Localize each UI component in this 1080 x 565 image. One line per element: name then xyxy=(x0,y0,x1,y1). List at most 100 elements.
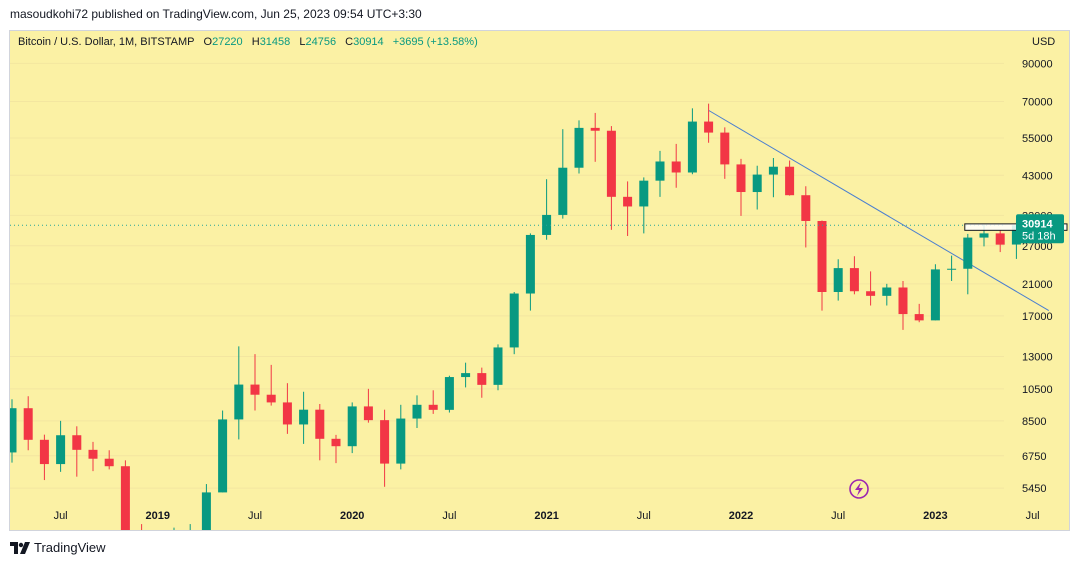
candle-up xyxy=(347,406,357,447)
candle-up xyxy=(833,268,843,292)
time-tick-label: Jul xyxy=(1026,510,1040,522)
overlay xyxy=(10,223,1068,231)
candle-down xyxy=(363,406,373,421)
high-value: 31458 xyxy=(259,36,291,48)
price-tick-label: 5450 xyxy=(1022,483,1046,495)
candle-down xyxy=(104,458,114,467)
symbol-name: Bitcoin / U.S. Dollar, 1M, BITSTAMP xyxy=(18,36,195,48)
time-tick-label: Jul xyxy=(248,510,262,522)
low-value: 24756 xyxy=(305,36,337,48)
time-tick-label: Jul xyxy=(442,510,456,522)
candle-up xyxy=(10,408,17,453)
candle-down xyxy=(23,408,33,440)
price-tick-label: 8500 xyxy=(1022,416,1046,428)
candle-down xyxy=(590,127,600,131)
candle-up xyxy=(947,268,957,270)
candle-up xyxy=(963,237,973,269)
candle-up xyxy=(218,419,228,493)
price-tick-label: 21000 xyxy=(1022,279,1053,291)
candle-down xyxy=(801,195,811,221)
time-tick-label: Jul xyxy=(637,510,651,522)
candle-down xyxy=(704,121,714,133)
candle-down xyxy=(866,291,876,296)
candle-up xyxy=(930,269,940,321)
chart-background xyxy=(10,31,1069,530)
candle-down xyxy=(282,402,292,425)
candle-down xyxy=(120,466,130,530)
candle-down xyxy=(250,384,260,395)
trend-layer xyxy=(708,109,1050,312)
tradingview-logo-icon xyxy=(10,541,30,554)
candle-up xyxy=(56,435,66,465)
last-price-label-bg xyxy=(1016,214,1064,244)
candle-up xyxy=(444,377,454,410)
candle-down xyxy=(266,394,276,403)
last-price-label: 30914 5d 18h xyxy=(1016,214,1064,244)
candles xyxy=(10,103,1021,530)
candle-up xyxy=(412,404,422,419)
candle-down xyxy=(898,287,908,315)
time-tick-label: 2022 xyxy=(729,510,753,522)
trend-line xyxy=(708,109,1050,312)
candle-up xyxy=(687,121,697,173)
candle-up xyxy=(493,347,503,385)
candle-down xyxy=(995,233,1005,245)
high-label: H xyxy=(251,36,260,48)
lightning-icon[interactable] xyxy=(849,479,869,499)
open-value: 27220 xyxy=(212,36,243,48)
candle-up xyxy=(396,418,406,464)
candle-down xyxy=(849,268,859,292)
price-tick-label: 10500 xyxy=(1022,384,1053,396)
candle-up xyxy=(574,127,584,168)
candle-down xyxy=(817,220,827,292)
low-label: L xyxy=(299,36,306,48)
candle-up xyxy=(639,180,649,207)
close-label: C xyxy=(345,36,354,48)
candle-down xyxy=(914,314,924,321)
grid-lines xyxy=(10,62,1004,489)
bar-countdown: 5d 18h xyxy=(1022,230,1056,242)
candle-up xyxy=(768,166,778,175)
publisher-header: masoudkohi72 published on TradingView.co… xyxy=(10,7,422,21)
candle-down xyxy=(380,420,390,464)
candle-down xyxy=(671,161,681,173)
candle-down xyxy=(428,404,438,410)
currency-label: USD xyxy=(1032,36,1055,48)
symbol-legend: Bitcoin / U.S. Dollar, 1M, BITSTAMP O272… xyxy=(18,36,478,48)
tradingview-brand: TradingView xyxy=(34,540,106,555)
price-tick-label: 70000 xyxy=(1022,96,1053,108)
candle-down xyxy=(88,449,98,459)
candle-down xyxy=(72,435,82,450)
price-tick-label: 55000 xyxy=(1022,133,1053,145)
candle-down xyxy=(736,164,746,193)
chart-pane[interactable]: USD 5450 6750 8500 10500 13000 17000 21000 2700… xyxy=(9,30,1070,531)
price-tick-label: 13000 xyxy=(1022,351,1053,363)
candle-down xyxy=(315,409,325,439)
candle-down xyxy=(623,196,633,207)
candle-down xyxy=(39,439,49,465)
candle-up xyxy=(979,233,989,238)
candle-down xyxy=(477,373,487,385)
resistance-zone xyxy=(964,223,1068,231)
candle-down xyxy=(606,130,616,197)
candle-up xyxy=(882,287,892,296)
tradingview-footer[interactable]: TradingView xyxy=(10,540,106,555)
candlestick-chart[interactable]: USD 5450 6750 8500 10500 13000 17000 21000 2700… xyxy=(10,31,1069,530)
candle-down xyxy=(331,438,341,447)
time-tick-label: Jul xyxy=(54,510,68,522)
candle-down xyxy=(720,132,730,165)
price-tick-label: 90000 xyxy=(1022,58,1053,70)
candle-up xyxy=(558,167,568,215)
time-tick-label: 2021 xyxy=(534,510,558,522)
time-tick-label: 2020 xyxy=(340,510,364,522)
candle-up xyxy=(234,384,244,420)
candle-up xyxy=(752,174,762,193)
price-tick-label: 27000 xyxy=(1022,241,1053,253)
price-tick-label: 17000 xyxy=(1022,311,1053,323)
candle-up xyxy=(201,492,211,530)
price-tick-label: 43000 xyxy=(1022,170,1053,182)
time-tick-label: 2019 xyxy=(146,510,170,522)
change-value: +3695 (+13.58%) xyxy=(392,36,478,48)
price-tick-label: 6750 xyxy=(1022,451,1046,463)
time-axis[interactable]: Jul2019Jul2020Jul2021Jul2022Jul2023Jul20… xyxy=(54,510,1069,522)
